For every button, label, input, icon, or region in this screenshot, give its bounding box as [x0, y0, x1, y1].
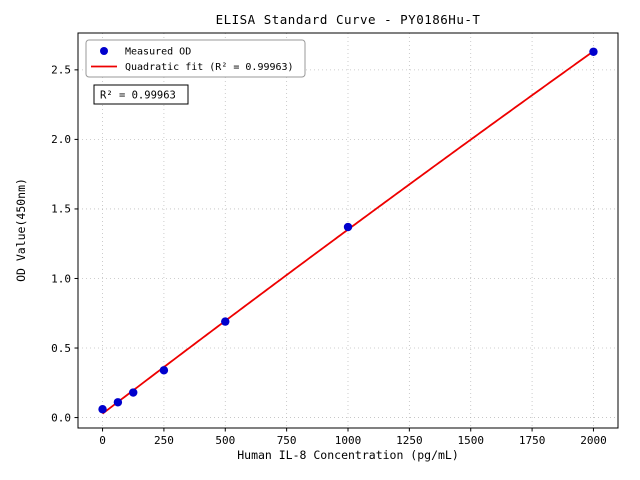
x-axis-label: Human IL-8 Concentration (pg/mL)	[237, 448, 459, 462]
r-squared-annotation: R² = 0.99963	[93, 84, 189, 105]
x-tick-label: 1000	[335, 434, 362, 447]
annotation-value: R² = 0.99963	[100, 90, 176, 102]
measured-od-data-point	[98, 405, 107, 414]
x-tick-label: 1750	[519, 434, 546, 447]
series-layer	[98, 47, 598, 415]
x-tick-label: 250	[154, 434, 174, 447]
legend-box	[85, 39, 306, 78]
x-tick-label: 750	[277, 434, 297, 447]
x-tick-label: 2000	[580, 434, 607, 447]
annotation-box	[93, 84, 189, 105]
measured-od-data-point	[129, 388, 138, 397]
chart-title: ELISA Standard Curve - PY0186Hu-T	[216, 12, 481, 27]
y-tick-label: 1.0	[51, 272, 71, 285]
y-axis-label: OD Value(450nm)	[14, 178, 28, 282]
x-tick-label: 500	[215, 434, 235, 447]
measured-od-data-point	[589, 47, 598, 56]
y-tick-label: 2.0	[51, 133, 71, 146]
y-tick-label: 0.5	[51, 342, 71, 355]
measured-od-data-point	[113, 398, 123, 407]
x-tick-label: 1250	[396, 434, 423, 447]
legend-label-measured-od: Measured OD	[125, 47, 191, 58]
legend-label-quadratic-fit: Quadratic fit (R² = 0.99963)	[125, 62, 294, 73]
measured-od-data-point	[343, 222, 353, 232]
legend-marker-measured-od-dot-icon	[100, 47, 108, 55]
legend: Measured OD Quadratic fit (R² = 0.99963)	[85, 39, 306, 78]
measured-od-data-point	[159, 366, 169, 375]
y-tick-label: 2.5	[51, 64, 71, 77]
y-tick-label: 1.5	[51, 203, 71, 216]
y-tick-label: 0.0	[51, 411, 71, 424]
tick-layer: 0 250 500 750 1000 1250 1500 1750 2000 0.0 0.5 1.0 1…	[51, 64, 607, 447]
x-tick-label: 1500	[457, 434, 484, 447]
measured-od-data-point	[221, 317, 230, 326]
x-tick-label: 0	[99, 434, 106, 447]
